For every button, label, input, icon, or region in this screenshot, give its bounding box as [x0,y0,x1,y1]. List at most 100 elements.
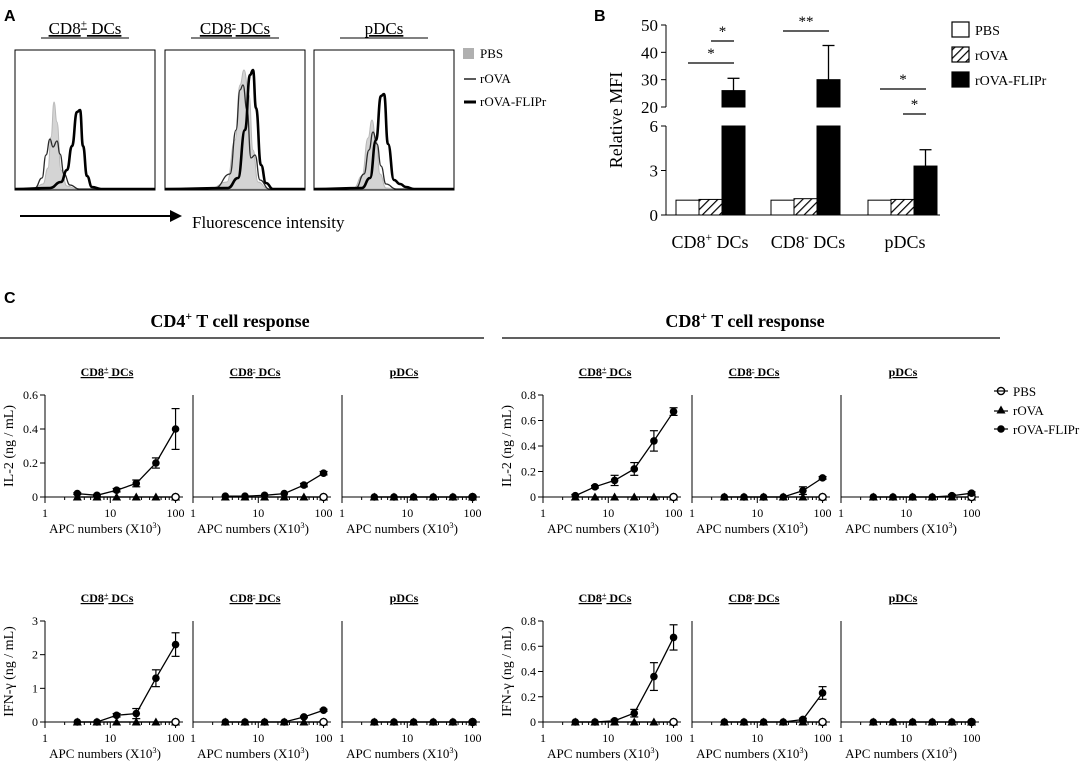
line-panel-r1-g1-p0-y-tick-label: 0.6 [521,639,536,653]
line-panel-r1-g0-p2-x-label: APC numbers (X103) [346,745,458,761]
legend-c-label-1: rOVA [1013,403,1044,418]
line-panel-r0-g1-p2-x-label-sup: 3 [948,520,952,530]
line-panel-r0-g0-p0-x-tick-label: 100 [167,506,185,520]
line-panel-r0-g0-p0-marker-rova-flipr-3 [132,479,141,488]
line-panel-r1-g0-p1-title-sup: - [253,590,256,599]
line-panel-r1-g1-p0-x-tick-label: 1 [540,731,546,745]
line-panel-r1-g1-p0-x-tick-label: 100 [665,731,683,745]
histogram-rova-0 [14,138,155,190]
line-panel-r1-g1-p1-marker-rova-flipr-0 [720,718,729,726]
line-panel-r1-g1-p1-x-label-suffix: ) [804,746,808,761]
line-panel-r1-g0-p0-x-tick-label: 10 [104,731,116,745]
line-panel-r1-g1-p1-title-base: CD8 [729,591,752,605]
histogram-title-1-sup: - [232,19,236,31]
line-panel-r0-g0-p2-x-label-suffix: ) [454,521,458,536]
line-panel-r0-g1-p0-title-suffix: DCs [606,365,631,379]
line-panel-r1-g1-p0-x-label: APC numbers (X103) [547,745,659,761]
line-panel-r0-g0-p0-x-tick-label: 1 [42,506,48,520]
line-panel-r1-g0-p2-marker-rova-flipr-2 [409,718,418,726]
line-panel-r0-g0-p0-title-sup: + [104,364,109,373]
line-panel-r0-g0-p0-marker-rova-4 [151,492,161,501]
line-panel-r1-g1-p0-x-label-suffix: ) [655,746,659,761]
line-panel-r1-g1-p0-marker-rova-flipr-5 [669,633,678,642]
line-panel-r0-g0-p1-x-label-base: APC numbers (X10 [197,521,300,536]
bar-PBS-2 [867,199,892,216]
line-panel-r0-g1-p2-x-tick-label: 1 [838,506,844,520]
line-panel-r0-g0-p0-marker-rova-3 [131,492,141,501]
line-panel-r1-g0-p0-x-label-sup: 3 [152,745,156,755]
line-panel-r0-g0-p1-title: CD8- DCs [230,364,281,379]
line-panel-r0-g1-p1-title-sup: - [752,364,755,373]
legend-c-label-0: PBS [1013,384,1036,399]
line-panel-r1-g0-p2-marker-rova-flipr-5 [468,718,477,726]
line-panel-r1-g0-p0-title-suffix: DCs [108,591,133,605]
line-panel-r0-g0-p1-x-label-suffix: ) [305,521,309,536]
line-panel-r0-g1-p0-marker-rova-flipr-2 [610,476,619,485]
line-panel-r1-g1-p1-title-suffix: DCs [754,591,779,605]
line-panel-r1-g1-p1-title-sup: - [752,590,755,599]
histogram-title-0-sup: + [81,19,87,31]
line-panel-r0-g1-p0-y-tick-label: 0.2 [521,465,536,479]
legend-c-marker-1 [996,405,1006,414]
line-panel-r1-g1-p1-marker-pbs-5 [818,717,827,727]
line-panel-r1-g1-p0-y-tick-label: 0.4 [521,665,536,679]
group-title-cd8-sup: + [700,310,707,323]
legend-b-swatch-1 [951,46,970,63]
line-panel-r1-g0-p1-marker-pbs-5 [319,717,328,727]
line-panel-r1-g1-p2-x-tick-label: 1 [838,731,844,745]
line-panel-r1-g0-p1-x-label-base: APC numbers (X10 [197,746,300,761]
line-panel-r1-g1-p0-y-tick-label: 0 [530,715,536,729]
line-panel-r0-g0-p0-marker-rova-flipr-1 [93,491,101,500]
line-panel-r1-g0-p0-x-label-base: APC numbers (X10 [49,746,152,761]
line-panel-r1-g1-p1-x-label: APC numbers (X103) [696,745,808,761]
histogram-title-0-base: CD8 [49,19,81,38]
line-panel-r0-g0-p0-x-label-base: APC numbers (X10 [49,521,152,536]
legend-b-swatch-2 [951,71,970,88]
line-panel-r1-g0-p0-marker-rova-3 [131,717,141,726]
line-panel-r0-g1-p1-title-base: CD8 [729,365,752,379]
line-panel-r0-g1-p1-marker-pbs-5 [818,492,827,502]
line-panel-r0-g0-p2-title-base: pDCs [390,365,419,379]
line-panel-r1-g1-p0-x-label-base: APC numbers (X10 [547,746,650,761]
bar-y-tick-label: 3 [650,162,659,181]
legend-b-label-1: rOVA [975,49,1009,64]
line-panel-r1-g1-p1-x-label-sup: 3 [799,745,803,755]
panel-c-label: C [4,290,16,307]
line-panel-r1-g0-p0-y-tick-label: 1 [32,681,38,695]
line-panel-r1-g1-p1-marker-rova-flipr-1 [740,718,748,726]
line-panel-r0-g1-p2-marker-rova-flipr-0 [869,493,878,501]
line-panel-r0-g0-p0-title-suffix: DCs [108,365,133,379]
significance-label-0: * [707,46,715,62]
bar-y-tick-label: 20 [641,98,658,117]
line-panel-r0-g0-p2-x-tick-label: 1 [339,506,345,520]
line-panel-r0-g1-p1-marker-rova-flipr-5 [818,474,827,482]
bar-rOVA-2 [890,198,915,216]
line-panel-r0-g1-p0-marker-pbs-5 [669,492,678,502]
bar-category-0-suffix: DCs [712,232,749,252]
line-panel-r0-g0-p2-marker-rova-flipr-3 [429,493,438,501]
legend-b-swatch-0 [951,21,970,38]
line-panel-r0-g1-p2-marker-rova-flipr-4 [948,491,956,500]
bar-rOVA-FLIPr-upper-1 [816,79,841,108]
line-panel-r0-g1-p0-x-label-suffix: ) [655,521,659,536]
line-panel-r0-g0-p0-marker-rova-flipr-0 [73,489,82,498]
line-panel-r0-g0-p2-marker-rova-flipr-4 [449,493,457,501]
line-panel-r1-g1-p1-marker-rova-flipr-2 [759,718,768,726]
histogram-title-0-suffix: DCs [87,19,121,38]
line-panel-r1-g0-p0-marker-rova-flipr-1 [93,718,101,726]
line-panel-r1-g0-p1-marker-rova-flipr-5 [319,706,328,715]
line-panel-r1-g0-p0-marker-pbs-5 [171,717,180,727]
line-panel-r1-g0-p1-title-base: CD8 [230,591,253,605]
line-panel-r1-g1-p2-x-label-sup: 3 [948,745,952,755]
line-panel-r1-g0-p0-y-label: IFN-γ (ng / mL) [2,626,17,717]
histogram-box-0 [14,49,156,191]
line-panel-r0-g1-p0-title: CD8+ DCs [579,364,632,379]
bar-category-1: CD8- DCs [771,231,845,252]
line-panel-r0-g0-p0-marker-rova-flipr-4 [152,459,160,467]
line-panel-r0-g0-p2-title: pDCs [390,365,419,379]
line-panel-r1-g0-p2-x-tick-label: 100 [464,731,482,745]
line-panel-r1-g1-p1-x-tick-label: 100 [814,731,832,745]
line-panel-r1-g0-p1-marker-rova-4 [299,717,309,726]
line-panel-r1-g0-p0-x-label: APC numbers (X103) [49,745,161,761]
line-panel-r0-g0-p2-x-label-base: APC numbers (X10 [346,521,449,536]
